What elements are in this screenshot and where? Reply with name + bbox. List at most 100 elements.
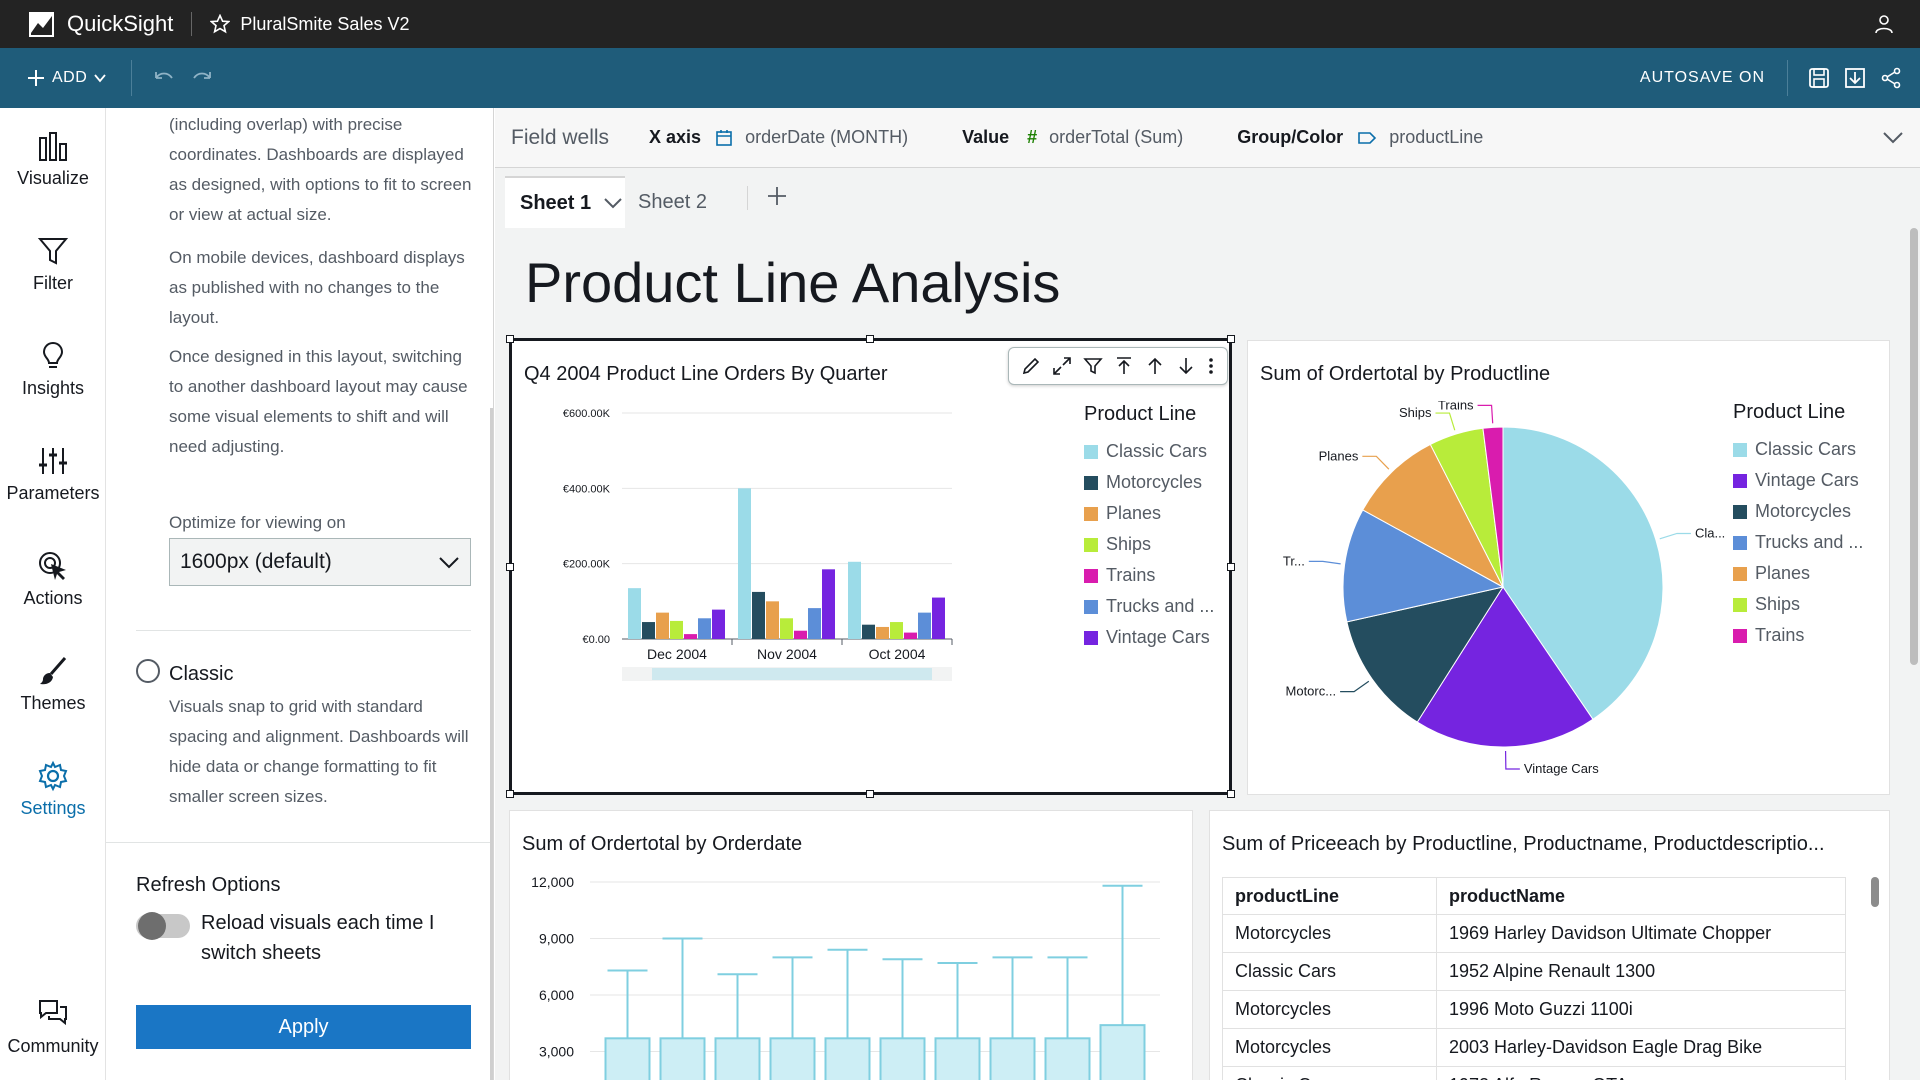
optimize-select[interactable]: 1600px (default): [169, 538, 471, 586]
add-button[interactable]: ADD: [26, 68, 107, 88]
pie-chart-visual[interactable]: Sum of Ordertotal by Productline Cla... V…: [1247, 340, 1890, 795]
table-cell[interactable]: 1969 Harley Davidson Ultimate Chopper: [1436, 914, 1846, 953]
field-wells-title[interactable]: Field wells: [511, 125, 610, 149]
legend-item[interactable]: Ships: [1084, 534, 1151, 555]
table-scrollbar[interactable]: [1871, 877, 1879, 907]
apply-button[interactable]: Apply: [136, 1005, 471, 1049]
redo-icon[interactable]: [190, 68, 214, 88]
bar-chart-visual[interactable]: Q4 2004 Product Line Orders By Quarter €…: [506, 335, 1235, 798]
legend-item[interactable]: Trucks and ...: [1733, 532, 1863, 553]
table-row[interactable]: Motorcycles 1996 Moto Guzzi 1100i: [1222, 990, 1846, 1029]
user-icon[interactable]: [1874, 14, 1894, 34]
add-sheet-icon[interactable]: [765, 184, 789, 208]
star-icon[interactable]: [210, 14, 231, 34]
pencil-icon[interactable]: [1021, 356, 1041, 376]
undo-icon[interactable]: [152, 68, 176, 88]
legend-item[interactable]: Trucks and ...: [1084, 596, 1214, 617]
y-tick-label: €200.00K: [563, 559, 611, 571]
legend-label: Trains: [1755, 625, 1805, 645]
table-visual[interactable]: Sum of Priceeach by Productline, Product…: [1209, 810, 1890, 1080]
group-color-well[interactable]: Group/Color productLine: [1237, 127, 1483, 148]
nav-actions[interactable]: Actions: [0, 550, 106, 609]
more-vertical-icon[interactable]: [1207, 356, 1215, 376]
autosave-status[interactable]: AUTOSAVE ON: [1639, 69, 1765, 86]
value-field: orderTotal (Sum): [1049, 127, 1184, 147]
nav-filter[interactable]: Filter: [0, 235, 106, 294]
legend-item[interactable]: Planes: [1733, 563, 1810, 584]
table-cell[interactable]: Motorcycles: [1222, 914, 1437, 953]
table-row[interactable]: Classic Cars1972 Alfa Romeo GTA: [1222, 1066, 1846, 1080]
save-icon[interactable]: [1808, 67, 1830, 89]
resize-handle[interactable]: [1227, 563, 1235, 571]
table-cell[interactable]: 2003 Harley-Davidson Eagle Drag Bike: [1436, 1028, 1846, 1067]
bar: [808, 608, 821, 639]
tab-sheet-2[interactable]: Sheet 2: [630, 176, 740, 228]
legend-item[interactable]: Motorcycles: [1084, 472, 1202, 493]
legend-item[interactable]: Planes: [1084, 503, 1161, 524]
nav-visualize[interactable]: Visualize: [0, 130, 106, 189]
value-well[interactable]: Value # orderTotal (Sum): [962, 127, 1183, 148]
legend-item[interactable]: Classic Cars: [1084, 441, 1207, 462]
resize-handle[interactable]: [506, 563, 514, 571]
legend-item[interactable]: Trains: [1733, 625, 1804, 646]
legend-item[interactable]: Ships: [1733, 594, 1800, 615]
table-cell[interactable]: 1972 Alfa Romeo GTA: [1436, 1066, 1846, 1080]
arrow-up-icon[interactable]: [1145, 356, 1165, 376]
top-bar: QuickSight PluralSmite Sales V2: [0, 0, 1920, 48]
legend-item[interactable]: Classic Cars: [1733, 439, 1856, 460]
table-cell[interactable]: 1996 Moto Guzzi 1100i: [1436, 990, 1846, 1029]
box-plot-visual[interactable]: Sum of Ordertotal by Orderdate 12,000 9,0…: [509, 810, 1193, 1080]
scroll-thumb: [652, 668, 932, 680]
bar: [794, 630, 807, 639]
column-header[interactable]: productName: [1436, 877, 1846, 915]
table-cell[interactable]: 1952 Alpine Renault 1300: [1436, 952, 1846, 991]
resize-handle[interactable]: [506, 790, 514, 798]
classic-radio[interactable]: [136, 659, 160, 683]
nav-actions-label: Actions: [23, 588, 83, 608]
download-icon[interactable]: [1844, 67, 1866, 89]
legend-item[interactable]: Vintage Cars: [1733, 470, 1859, 491]
expand-icon[interactable]: [1052, 356, 1072, 376]
filter-icon[interactable]: [1083, 356, 1103, 376]
legend-item[interactable]: Vintage Cars: [1084, 627, 1210, 648]
box: [714, 1037, 761, 1080]
arrow-down-icon[interactable]: [1176, 356, 1196, 376]
resize-handle[interactable]: [506, 335, 514, 343]
table-cell[interactable]: Motorcycles: [1222, 990, 1437, 1029]
table-row[interactable]: Motorcycles 2003 Harley-Davidson Eagle Dr…: [1222, 1028, 1846, 1067]
resize-handle[interactable]: [1227, 790, 1235, 798]
legend-item[interactable]: Trains: [1084, 565, 1155, 586]
resize-handle[interactable]: [866, 335, 874, 343]
resize-handle[interactable]: [1227, 335, 1235, 343]
nav-settings[interactable]: Settings: [0, 760, 106, 819]
table-row[interactable]: Classic Cars 1952 Alpine Renault 1300: [1222, 952, 1846, 991]
nav-parameters[interactable]: Parameters: [0, 445, 106, 504]
table-cell[interactable]: Classic Cars: [1222, 952, 1437, 991]
nav-community[interactable]: Community: [0, 998, 106, 1057]
nav-insights[interactable]: Insights: [0, 340, 106, 399]
nav-themes[interactable]: Themes: [0, 655, 106, 714]
table-cell[interactable]: Motorcycles: [1222, 1028, 1437, 1067]
resize-handle[interactable]: [866, 790, 874, 798]
legend-label: Vintage Cars: [1755, 470, 1859, 490]
bring-to-front-icon[interactable]: [1114, 356, 1134, 376]
x-axis-well[interactable]: X axis orderDate (MONTH): [649, 127, 908, 148]
chevron-down-icon[interactable]: [1882, 128, 1904, 146]
table-cell[interactable]: Classic Cars: [1222, 1066, 1437, 1080]
panel-scrollbar[interactable]: [490, 408, 493, 1080]
legend-label: Trucks and ...: [1755, 532, 1864, 552]
reload-visuals-toggle[interactable]: [136, 912, 190, 940]
chevron-down-icon[interactable]: [603, 195, 623, 211]
legend-item[interactable]: Motorcycles: [1733, 501, 1851, 522]
classic-title[interactable]: Classic: [169, 663, 234, 685]
sheet-title[interactable]: Product Line Analysis: [525, 251, 1061, 314]
legend-label: Motorcycles: [1106, 472, 1203, 492]
column-header[interactable]: productLine: [1222, 877, 1437, 915]
bar: [656, 612, 669, 639]
legend-swatch: [1084, 444, 1098, 459]
canvas-scrollbar-thumb[interactable]: [1910, 228, 1918, 665]
analysis-name[interactable]: PluralSmite Sales V2: [240, 13, 410, 34]
table-row[interactable]: Motorcycles 1969 Harley Davidson Ultimate…: [1222, 914, 1846, 953]
tab-sheet-1[interactable]: Sheet 1: [505, 176, 625, 228]
share-icon[interactable]: [1880, 67, 1902, 89]
